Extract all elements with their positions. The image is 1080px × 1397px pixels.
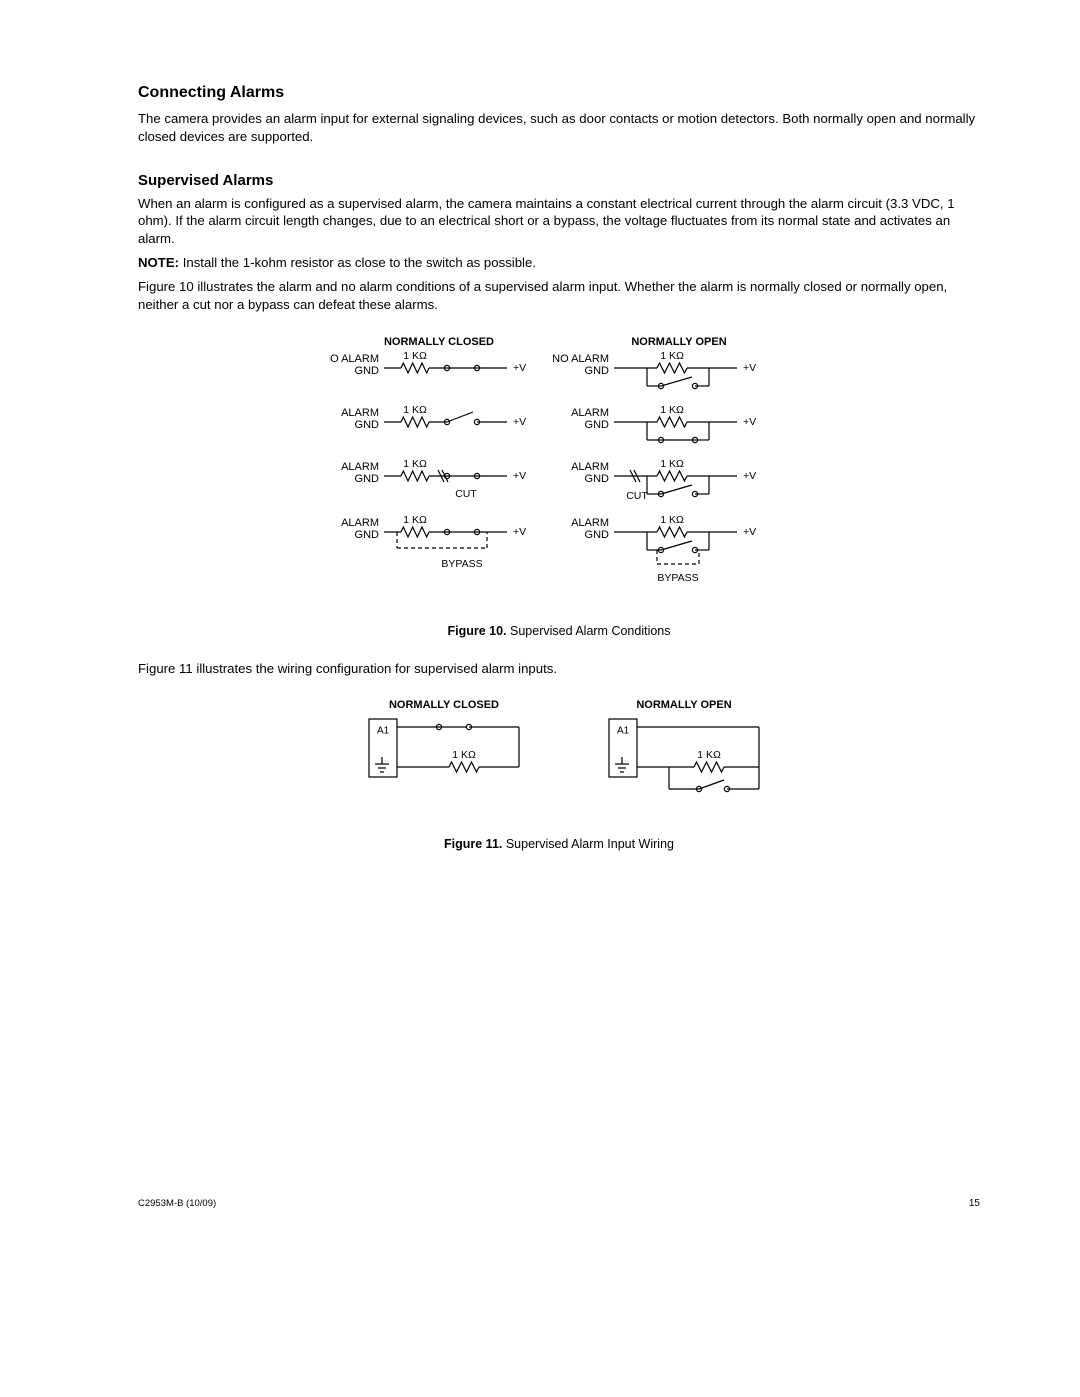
svg-text:1 KΩ: 1 KΩ — [660, 403, 684, 415]
figure-10-label: Figure 10. — [447, 624, 506, 638]
note-rest: Install the 1-kohm resistor as close to … — [179, 255, 536, 270]
svg-text:GND: GND — [355, 364, 380, 376]
svg-text:CUT: CUT — [626, 489, 648, 501]
svg-text:ALARM: ALARM — [341, 516, 379, 528]
svg-text:1 KΩ: 1 KΩ — [660, 349, 684, 361]
svg-text:+V: +V — [513, 361, 526, 373]
svg-text:+V: +V — [513, 415, 526, 427]
svg-text:BYPASS: BYPASS — [441, 557, 482, 569]
footer-docid: C2953M-B (10/09) — [138, 1198, 216, 1209]
note-bold: NOTE: — [138, 255, 179, 270]
figure-10-caption: Figure 10. Supervised Alarm Conditions — [138, 624, 980, 638]
svg-text:GND: GND — [585, 528, 610, 540]
figure-10-text: Supervised Alarm Conditions — [507, 624, 671, 638]
paragraph-supervised-1: When an alarm is configured as a supervi… — [138, 195, 980, 248]
svg-text:ALARM: ALARM — [571, 406, 609, 418]
figure-11-text: Supervised Alarm Input Wiring — [502, 837, 674, 851]
svg-text:ALARM: ALARM — [341, 460, 379, 472]
figure-11-diagram: NORMALLY CLOSED NORMALLY OPEN A1 1 KΩ A1 1 KΩ — [138, 695, 980, 825]
svg-text:+V: +V — [743, 415, 756, 427]
paragraph-fig11-lead: Figure 11 illustrates the wiring configu… — [138, 660, 980, 678]
svg-text:NORMALLY CLOSED: NORMALLY CLOSED — [389, 699, 499, 711]
svg-text:A1: A1 — [377, 726, 390, 737]
svg-text:+V: +V — [513, 525, 526, 537]
svg-text:GND: GND — [585, 364, 610, 376]
figure-11-caption: Figure 11. Supervised Alarm Input Wiring — [138, 837, 980, 851]
footer-page-number: 15 — [969, 1198, 980, 1209]
svg-text:NORMALLY CLOSED: NORMALLY CLOSED — [384, 335, 494, 347]
svg-text:+V: +V — [743, 525, 756, 537]
figure-10-diagram: NORMALLY CLOSEDNORMALLY OPENNO ALARMGND1… — [138, 332, 980, 612]
svg-text:1 KΩ: 1 KΩ — [403, 513, 427, 525]
figure-11-label: Figure 11. — [444, 837, 502, 851]
svg-text:1 KΩ: 1 KΩ — [403, 457, 427, 469]
heading-connecting-alarms: Connecting Alarms — [138, 84, 980, 102]
svg-text:+V: +V — [743, 469, 756, 481]
note-line: NOTE: Install the 1-kohm resistor as clo… — [138, 254, 980, 272]
svg-text:ALARM: ALARM — [341, 406, 379, 418]
svg-text:NORMALLY OPEN: NORMALLY OPEN — [631, 335, 726, 347]
svg-text:+V: +V — [743, 361, 756, 373]
svg-text:1 KΩ: 1 KΩ — [660, 457, 684, 469]
svg-text:1 KΩ: 1 KΩ — [403, 403, 427, 415]
svg-text:GND: GND — [355, 472, 380, 484]
svg-text:ALARM: ALARM — [571, 516, 609, 528]
svg-text:ALARM: ALARM — [571, 460, 609, 472]
svg-text:GND: GND — [355, 418, 380, 430]
svg-text:NORMALLY OPEN: NORMALLY OPEN — [636, 699, 731, 711]
svg-text:1 KΩ: 1 KΩ — [660, 513, 684, 525]
svg-text:A1: A1 — [617, 726, 630, 737]
heading-supervised-alarms: Supervised Alarms — [138, 172, 980, 189]
svg-text:1 KΩ: 1 KΩ — [403, 349, 427, 361]
svg-text:NO ALARM: NO ALARM — [329, 352, 379, 364]
svg-text:+V: +V — [513, 469, 526, 481]
svg-text:GND: GND — [585, 418, 610, 430]
paragraph-fig10-lead: Figure 10 illustrates the alarm and no a… — [138, 278, 980, 314]
svg-text:NO ALARM: NO ALARM — [552, 352, 609, 364]
svg-text:GND: GND — [585, 472, 610, 484]
paragraph-intro: The camera provides an alarm input for e… — [138, 110, 980, 146]
svg-text:BYPASS: BYPASS — [657, 571, 698, 583]
svg-text:CUT: CUT — [455, 487, 477, 499]
svg-text:1 KΩ: 1 KΩ — [697, 749, 721, 761]
svg-text:1 KΩ: 1 KΩ — [452, 749, 476, 761]
svg-text:GND: GND — [355, 528, 380, 540]
